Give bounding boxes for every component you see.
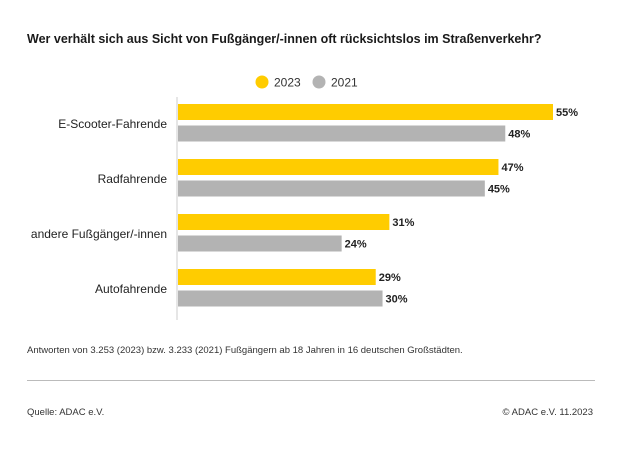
divider <box>27 380 595 381</box>
source: Quelle: ADAC e.V. <box>27 407 105 418</box>
bar-2023 <box>178 104 553 120</box>
bar-2021 <box>178 180 485 197</box>
legend-label-2021: 2021 <box>331 76 358 90</box>
data-label: 24% <box>345 239 367 251</box>
bar-2023 <box>178 214 390 230</box>
legend-marker-2021 <box>312 75 326 89</box>
legend-marker-2023 <box>255 75 269 89</box>
bar-2021 <box>178 235 342 252</box>
data-label: 31% <box>392 217 414 229</box>
category-label: E-Scooter-Fahrende <box>58 117 167 131</box>
legend-label-2023: 2023 <box>274 76 301 90</box>
copyright: © ADAC e.V. 11.2023 <box>502 407 593 418</box>
bar-2021 <box>178 290 383 307</box>
category-label: Autofahrende <box>95 282 167 296</box>
bar-2021 <box>178 125 506 142</box>
footnote: Antworten von 3.253 (2023) bzw. 3.233 (2… <box>27 345 463 356</box>
bar-chart: 2023 2021 E-Scooter-Fahrende 55% 48% Radfahre… <box>31 75 578 320</box>
chart-title: Wer verhält sich aus Sicht von Fußgänger… <box>27 32 542 46</box>
data-label: 47% <box>501 162 523 174</box>
data-label: 48% <box>508 129 530 141</box>
bar-2023 <box>178 159 499 175</box>
data-label: 30% <box>386 294 408 306</box>
data-label: 29% <box>379 272 401 284</box>
bar-2023 <box>178 269 376 285</box>
category-label: Radfahrende <box>98 172 168 186</box>
data-label: 55% <box>556 107 578 119</box>
data-label: 45% <box>488 184 510 196</box>
category-label: andere Fußgänger/-innen <box>31 227 167 241</box>
